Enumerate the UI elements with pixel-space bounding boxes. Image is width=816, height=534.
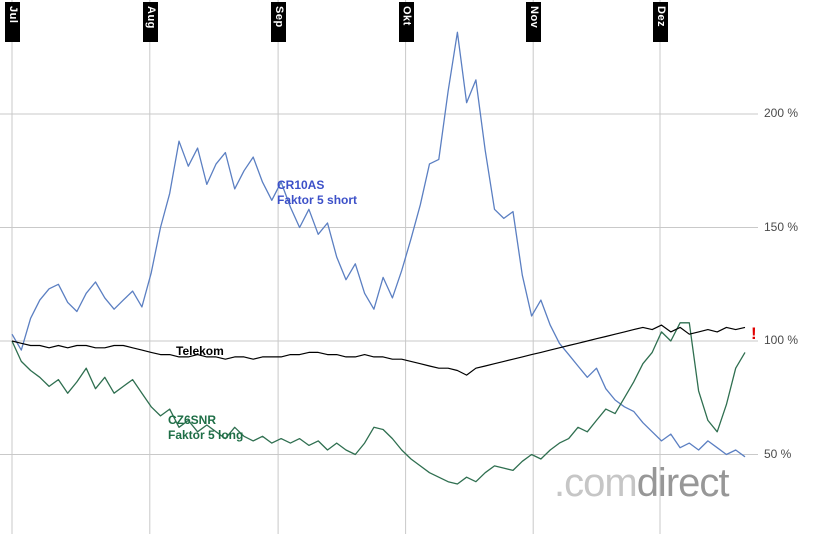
series-label-cz6snr-desc: Faktor 5 long xyxy=(168,428,244,442)
series-label-cr10as: CR10AS Faktor 5 short xyxy=(277,178,357,208)
month-label-okt: Okt xyxy=(398,2,414,42)
watermark-direct: direct xyxy=(636,461,730,505)
series-label-telekom-name: Telekom xyxy=(176,344,224,358)
series-line-telekom xyxy=(11,324,746,376)
watermark-com: .com xyxy=(554,461,638,505)
y-tick-label-100: 100 % xyxy=(764,333,799,347)
y-tick-label-50: 50 % xyxy=(764,446,792,461)
series-label-cz6snr-code: CZ6SNR xyxy=(168,413,217,427)
series-label-cr10as-desc: Faktor 5 short xyxy=(277,193,358,207)
series-line-cr10as xyxy=(11,31,746,458)
month-label-aug: Aug xyxy=(142,2,158,42)
series-label-cz6snr: CZ6SNR Faktor 5 long xyxy=(168,413,243,443)
month-label-sep: Sep xyxy=(271,2,287,42)
series-line-cz6snr xyxy=(11,322,746,485)
y-tick-label-150: 150 % xyxy=(764,219,799,234)
y-tick-label-200: 200 % xyxy=(764,106,799,120)
month-label-jul: Jul xyxy=(5,2,20,42)
series-label-telekom: Telekom xyxy=(176,344,224,359)
alert-exclamation-icon: ! xyxy=(751,324,757,343)
series-label-cr10as-code: CR10AS xyxy=(277,178,325,192)
month-label-dez: Dez xyxy=(652,2,668,42)
comdirect-watermark: .comdirect xyxy=(554,461,729,506)
month-label-nov: Nov xyxy=(526,2,542,42)
